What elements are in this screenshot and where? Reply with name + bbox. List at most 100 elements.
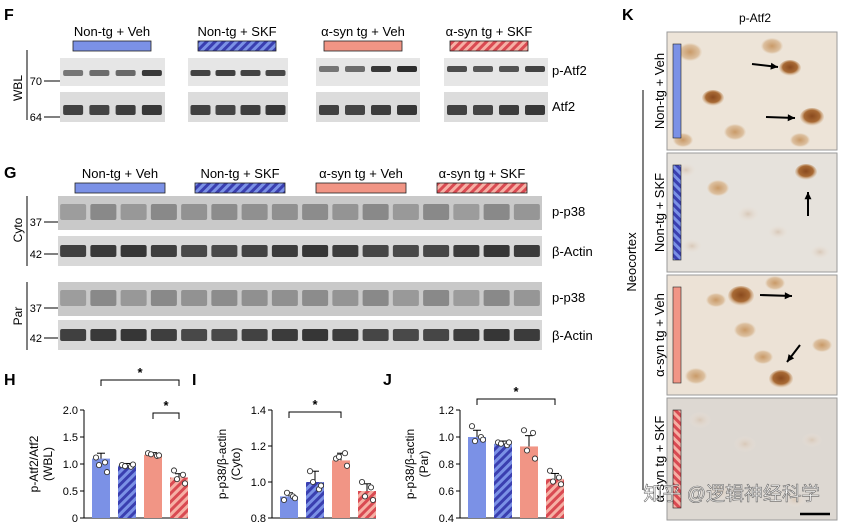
data-point	[335, 453, 343, 460]
data-point	[479, 436, 487, 443]
blot-band	[362, 204, 389, 220]
data-point	[497, 440, 505, 447]
condition-label: Non-tg + SKF	[200, 166, 279, 181]
y-axis-label: p-Atf2/Atf2(WBL)	[27, 435, 55, 492]
bar	[332, 460, 350, 518]
blot-band	[302, 329, 329, 341]
y-tick-label: 0	[72, 513, 78, 525]
significance-label: *	[513, 384, 519, 399]
y-tick-label: 1.2	[439, 405, 454, 417]
stained-cell	[678, 43, 702, 61]
blot-band	[60, 204, 87, 220]
blot-band	[483, 329, 510, 341]
condition-label: α-syn tg + Veh	[321, 24, 405, 39]
blot-band	[241, 290, 268, 306]
stained-cell	[753, 350, 773, 364]
blot-band	[211, 204, 238, 220]
blot-band	[241, 329, 268, 341]
stained-cell	[724, 124, 746, 140]
bar	[546, 478, 564, 518]
blot-band	[423, 204, 450, 220]
condition-color-bar	[315, 182, 407, 194]
blot-band	[362, 290, 389, 306]
blot-strip-background	[58, 282, 542, 316]
stained-cell	[802, 433, 822, 447]
condition-color-bar	[323, 40, 403, 52]
bar	[170, 477, 188, 518]
data-point	[129, 461, 137, 468]
blot-band	[453, 290, 480, 306]
blot-band	[241, 204, 268, 220]
blot-band	[513, 245, 540, 257]
data-point	[291, 495, 299, 502]
blot-band	[345, 105, 365, 115]
panel-letter-g: G	[4, 165, 16, 182]
blot-band	[120, 245, 147, 257]
data-point	[181, 480, 189, 487]
blot-band	[115, 70, 136, 76]
arrow-head	[770, 62, 778, 70]
blot-band	[483, 204, 510, 220]
blot-band	[332, 245, 359, 257]
blot-band	[150, 245, 177, 257]
blot-band	[181, 245, 208, 257]
blot-band	[215, 70, 236, 76]
blot-band	[513, 204, 540, 220]
data-point	[179, 471, 187, 478]
stained-cell	[765, 276, 785, 290]
stained-cell	[737, 206, 759, 222]
blot-band	[302, 245, 329, 257]
arrow-head	[787, 114, 795, 122]
arrow-head	[804, 192, 812, 200]
blot-band	[120, 290, 147, 306]
significance-bracket	[288, 411, 342, 418]
arrow-head	[784, 292, 792, 300]
condition-label: Non-tg + Veh	[74, 24, 150, 39]
blot-band	[63, 105, 84, 115]
stained-cell	[769, 370, 793, 388]
stained-cell	[734, 436, 756, 452]
blot-band	[332, 329, 359, 341]
blot-band	[319, 66, 339, 72]
ihc-title: p-Atf2	[739, 11, 771, 25]
panel-letter-f: F	[4, 7, 14, 24]
condition-color-bar	[72, 40, 152, 52]
blot-band	[392, 245, 419, 257]
blot-band	[271, 290, 298, 306]
data-point	[101, 459, 109, 466]
stained-cell	[689, 412, 711, 428]
blot-row-label: p-Atf2	[552, 63, 587, 78]
significance-label: *	[137, 365, 143, 380]
data-point	[531, 455, 539, 462]
data-point	[343, 462, 351, 469]
data-point	[147, 451, 155, 458]
blot-band	[90, 290, 117, 306]
stained-cell	[734, 322, 756, 338]
data-point	[468, 423, 476, 430]
panel-letter: J	[383, 372, 392, 389]
data-point	[309, 478, 317, 486]
blot-band	[190, 105, 211, 115]
blot-band	[473, 105, 493, 115]
y-tick-label: 0.6	[439, 486, 454, 498]
y-tick-label: 1.0	[439, 432, 454, 444]
stained-cell	[761, 38, 783, 54]
mw-marker: 37	[30, 217, 42, 229]
stained-cell	[682, 239, 702, 253]
blot-row-label: β-Actin	[552, 244, 593, 259]
blot-strip-background	[58, 196, 542, 230]
blot-band	[319, 105, 339, 115]
data-point	[529, 429, 537, 437]
significance-label: *	[163, 398, 169, 413]
blot-band	[120, 204, 147, 220]
condition-color-bar	[194, 182, 286, 194]
blot-band	[362, 329, 389, 341]
data-point	[549, 478, 557, 485]
blot-band	[60, 290, 87, 306]
significance-label: *	[312, 397, 318, 412]
stained-cell	[812, 338, 832, 352]
blot-band	[371, 66, 391, 72]
blot-band	[525, 66, 545, 72]
data-point	[306, 468, 314, 475]
